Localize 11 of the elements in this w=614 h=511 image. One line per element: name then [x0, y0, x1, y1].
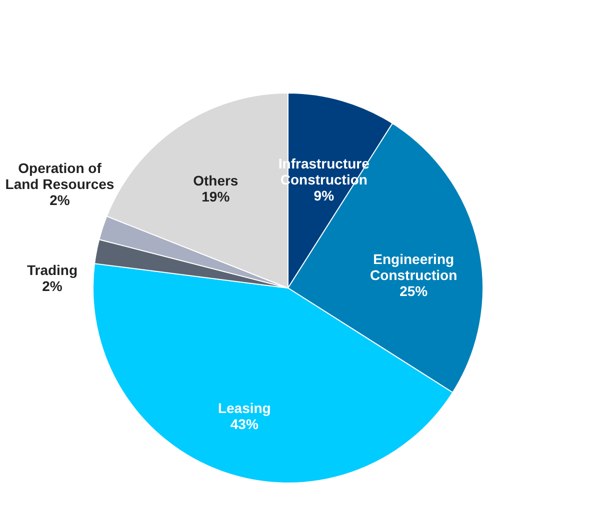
slice-label: Others	[193, 172, 238, 189]
data-label: 43%	[230, 416, 259, 432]
data-label: 25%	[400, 282, 428, 299]
data-label: 2%	[42, 278, 63, 294]
data-label: 2%	[50, 192, 70, 208]
slice-label: Operation of Land Resources	[5, 160, 114, 192]
slice-label: Leasing	[218, 400, 271, 416]
data-label: 19%	[202, 188, 230, 205]
slice-label: Engineering Construction	[370, 250, 458, 283]
slice-label: Trading	[26, 262, 78, 278]
data-label: 9%	[314, 187, 335, 204]
